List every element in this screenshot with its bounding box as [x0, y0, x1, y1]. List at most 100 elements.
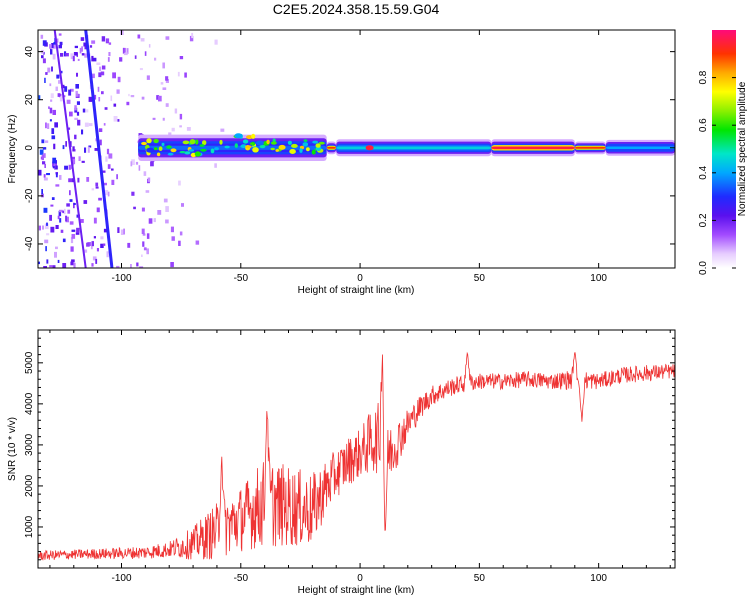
noise-speckle [106, 251, 109, 258]
noise-speckle [48, 106, 50, 109]
noise-speckle [70, 53, 75, 57]
noise-speckle [62, 145, 65, 150]
noise-speckle [54, 122, 58, 128]
noise-speckle [49, 44, 52, 49]
noise-speckle [89, 45, 93, 48]
noise-speckle [51, 128, 55, 134]
noise-speckle [86, 242, 90, 247]
noise-speckle [70, 54, 74, 60]
ridge-blob [272, 138, 276, 143]
noise-speckle [120, 229, 124, 235]
noise-speckle [62, 210, 64, 214]
noise-speckle [150, 161, 154, 167]
noise-speckle [38, 225, 41, 231]
noise-speckle [86, 177, 90, 182]
noise-speckle [214, 163, 217, 168]
ridge-blob [275, 149, 280, 152]
ridge-blob [252, 147, 259, 153]
noise-speckle [59, 175, 62, 180]
noise-speckle [60, 229, 64, 233]
noise-speckle [95, 258, 98, 264]
noise-speckle [59, 218, 62, 223]
x-tick-label: 50 [474, 273, 486, 284]
noise-speckle [87, 146, 90, 153]
noise-speckle [66, 99, 71, 104]
noise-speckle [141, 96, 145, 100]
y-tick-label: 0 [24, 145, 35, 151]
noise-speckle [111, 168, 114, 171]
noise-speckle [101, 36, 106, 42]
noise-speckle [44, 239, 49, 244]
noise-speckle [86, 109, 89, 113]
noise-speckle [76, 111, 80, 116]
noise-speckle [136, 262, 139, 267]
x-tick-label: 50 [474, 573, 486, 584]
ridge-blob [291, 143, 298, 148]
ridge-band [336, 146, 492, 150]
noise-speckle [117, 119, 120, 122]
noise-speckle [90, 246, 93, 250]
x-tick-label: 0 [357, 573, 363, 584]
noise-speckle [148, 218, 153, 224]
x-tick-label: 100 [590, 573, 607, 584]
noise-speckle [98, 72, 102, 78]
noise-speckle [165, 206, 169, 212]
noise-speckle [57, 93, 61, 97]
noise-speckle [53, 43, 56, 49]
x-tick-label: -50 [234, 573, 249, 584]
noise-speckle [88, 96, 93, 102]
noise-speckle [65, 53, 69, 57]
ridge-blob [289, 149, 296, 154]
noise-speckle [94, 148, 99, 151]
noise-speckle [47, 123, 50, 129]
noise-speckle [70, 261, 74, 266]
colorbar-tick-label: 0.4 [698, 165, 709, 179]
noise-speckle [88, 123, 93, 127]
noise-speckle [108, 52, 111, 57]
noise-speckle [102, 170, 106, 173]
x-tick-label: 0 [357, 273, 363, 284]
noise-speckle [59, 95, 63, 102]
noise-speckle [64, 51, 67, 57]
noise-speckle [41, 55, 44, 59]
noise-speckle [110, 95, 113, 101]
noise-speckle [81, 46, 83, 52]
ridge-blob [242, 139, 249, 144]
noise-speckle [123, 47, 125, 54]
noise-speckle [55, 86, 58, 91]
noise-speckle [68, 89, 72, 96]
snr-frame [37, 329, 676, 569]
ridge-blob [246, 135, 253, 140]
noise-speckle [126, 101, 130, 106]
noise-speckle [73, 262, 76, 268]
noise-speckle [60, 53, 64, 57]
ridge-blob [188, 149, 195, 152]
noise-speckle [103, 228, 107, 233]
ridge-band [326, 146, 337, 149]
noise-speckle [103, 182, 107, 186]
noise-speckle [42, 147, 47, 150]
y-tick-label: 3000 [24, 433, 35, 456]
noise-speckle [93, 236, 96, 239]
noise-speckle [43, 207, 48, 213]
noise-speckle [59, 93, 62, 98]
noise-speckle [135, 161, 139, 165]
noise-speckle [101, 65, 106, 70]
ridge-blob [158, 146, 163, 151]
noise-speckle [134, 55, 137, 59]
ridge-blob [200, 148, 207, 152]
noise-speckle [99, 66, 102, 71]
noise-speckle [220, 128, 225, 132]
noise-speckle [51, 135, 56, 140]
noise-speckle [52, 165, 55, 169]
ridge-band [574, 146, 606, 149]
noise-speckle [70, 237, 74, 244]
ridge-blob [306, 147, 310, 152]
noise-speckle [162, 62, 165, 69]
noise-speckle [67, 209, 71, 214]
ridge-blob [287, 140, 292, 145]
noise-speckle [96, 207, 100, 213]
noise-speckle [100, 71, 105, 76]
spectrogram-marks [38, 30, 675, 268]
noise-speckle [137, 34, 141, 39]
